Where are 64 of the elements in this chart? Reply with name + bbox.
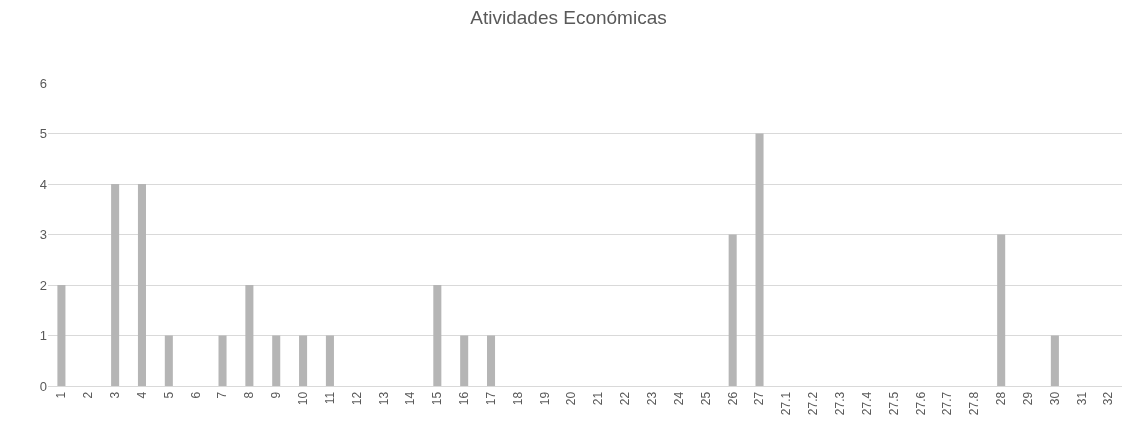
x-tick-label: 15 xyxy=(430,391,445,406)
x-tick-label: 12 xyxy=(349,391,364,406)
x-tick-label: 19 xyxy=(537,391,552,406)
x-tick-label: 18 xyxy=(510,391,525,406)
y-tick-label: 1 xyxy=(39,328,47,344)
x-tick-label: 1 xyxy=(54,391,69,399)
x-tick-label: 24 xyxy=(671,391,686,406)
y-tick-label: 5 xyxy=(39,126,47,142)
x-tick-label: 13 xyxy=(376,391,391,406)
bar xyxy=(1050,335,1059,386)
x-tick-label: 7 xyxy=(215,391,230,399)
bar xyxy=(325,335,334,386)
x-tick-label: 11 xyxy=(322,391,337,405)
x-tick-label: 27.8 xyxy=(967,391,982,416)
x-tick-label: 2 xyxy=(81,391,96,399)
bar xyxy=(433,285,442,386)
bar xyxy=(245,285,254,386)
x-tick-label: 10 xyxy=(295,391,310,406)
x-tick-label: 16 xyxy=(457,391,472,406)
x-tick-label: 27.2 xyxy=(806,391,821,416)
bar xyxy=(728,234,737,386)
x-tick-label: 20 xyxy=(564,391,579,406)
bar xyxy=(164,335,173,386)
x-tick-label: 5 xyxy=(161,391,176,399)
x-tick-label: 32 xyxy=(1101,391,1116,406)
x-tick-label: 23 xyxy=(645,391,660,406)
x-tick-label: 9 xyxy=(269,391,284,399)
bar xyxy=(272,335,281,386)
y-tick-label: 4 xyxy=(39,176,47,192)
bar xyxy=(487,335,496,386)
x-tick-label: 29 xyxy=(1020,391,1035,406)
x-tick-label: 27.1 xyxy=(779,391,794,416)
x-tick-label: 6 xyxy=(188,391,203,399)
y-tick-label: 3 xyxy=(39,227,47,243)
x-tick-label: 30 xyxy=(1047,391,1062,406)
bar xyxy=(299,335,308,386)
bar xyxy=(111,184,120,386)
y-tick-label: 0 xyxy=(39,378,47,394)
x-tick-label: 27.7 xyxy=(940,391,955,416)
x-tick-label: 25 xyxy=(698,391,713,406)
x-tick-label: 27.6 xyxy=(913,391,928,416)
bar xyxy=(997,234,1006,386)
x-tick-label: 22 xyxy=(618,391,633,406)
x-tick-label: 27.5 xyxy=(886,391,901,416)
x-tick-label: 17 xyxy=(483,391,498,406)
chart-title: Atividades Económicas xyxy=(470,6,667,28)
y-tick-label: 2 xyxy=(39,277,47,293)
bar xyxy=(460,335,469,386)
x-tick-label: 27.3 xyxy=(832,391,847,416)
bar xyxy=(755,133,764,386)
x-tick-label: 28 xyxy=(994,391,1009,406)
x-tick-label: 31 xyxy=(1074,391,1089,406)
x-tick-label: 3 xyxy=(108,391,123,399)
x-tick-label: 27 xyxy=(752,391,767,406)
x-tick-label: 21 xyxy=(591,391,606,406)
bar xyxy=(218,335,227,386)
bar xyxy=(57,285,66,386)
x-tick-label: 8 xyxy=(242,391,257,399)
x-tick-label: 4 xyxy=(134,391,149,399)
x-tick-label: 26 xyxy=(725,391,740,406)
y-tick-label: 6 xyxy=(39,75,47,91)
x-tick-label: 27.4 xyxy=(859,391,874,416)
x-tick-label: 14 xyxy=(403,391,418,406)
bar xyxy=(137,184,146,386)
